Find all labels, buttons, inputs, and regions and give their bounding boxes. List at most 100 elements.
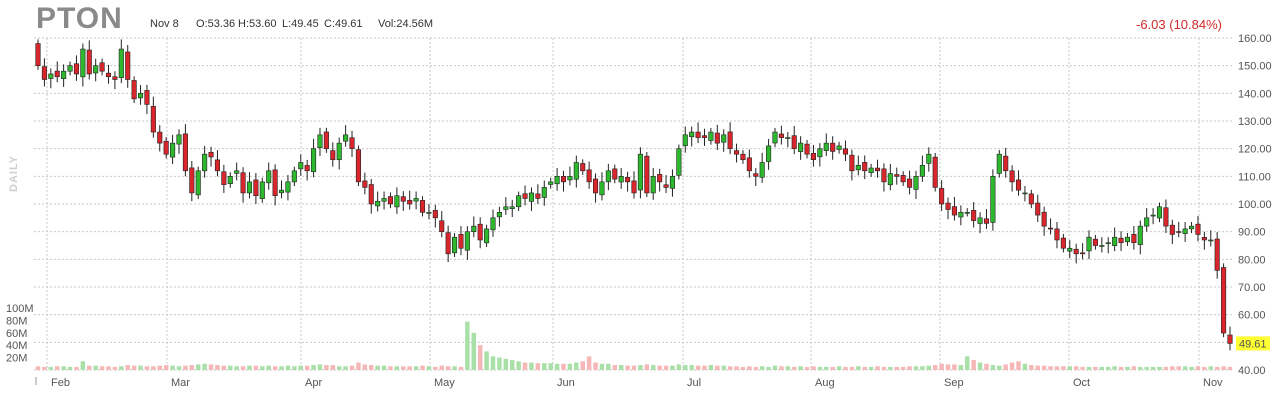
candle-body [1137, 225, 1143, 245]
candle-body [298, 162, 304, 170]
volume-bar [977, 362, 983, 370]
candle-body [644, 155, 650, 194]
volume-bar [215, 365, 220, 370]
candle-body [913, 176, 919, 190]
candle-body [118, 48, 124, 78]
candle-body [804, 143, 810, 155]
candle-body [400, 196, 406, 202]
volume-bar [952, 364, 957, 370]
candle-body [733, 150, 740, 155]
volume-bar [458, 366, 464, 370]
volume-bar [638, 365, 643, 370]
volume-bar [548, 363, 553, 370]
candle-body [951, 206, 957, 216]
candle-body [1156, 206, 1163, 219]
volume-bar [131, 365, 137, 370]
volume-bar [836, 366, 842, 370]
candle-body [1118, 237, 1124, 244]
candle-body [41, 66, 47, 80]
volume-bar [119, 366, 124, 370]
candle-body [375, 200, 381, 207]
candle-body [753, 173, 759, 177]
x-tick-label: Nov [1203, 377, 1223, 389]
candle-body [234, 170, 240, 174]
candle-body [278, 189, 285, 194]
candle-body [503, 206, 509, 210]
volume-bar [843, 366, 848, 370]
volume-bar [542, 363, 547, 370]
volume-bar [894, 366, 899, 370]
candle-body [311, 148, 317, 173]
candle-body [560, 176, 567, 183]
volume-bar [881, 366, 887, 370]
candle-body [1112, 236, 1118, 246]
volume-bar [330, 365, 336, 370]
candle-body [1086, 236, 1092, 252]
candle-body [1144, 217, 1150, 227]
candle-body [631, 180, 637, 194]
candle-body [721, 134, 727, 143]
last-price-badge [1236, 336, 1270, 351]
candle-body [368, 184, 374, 205]
volume-bar [606, 363, 611, 370]
candle-body [1015, 179, 1022, 191]
volume-bar [1061, 366, 1066, 370]
volume-bar [54, 366, 60, 370]
volume-bar [292, 366, 297, 370]
y-tick-label: 70.00 [1238, 282, 1266, 294]
volume-bar [1048, 366, 1053, 370]
candle-body [971, 210, 977, 221]
candle-body [349, 137, 355, 149]
candle-body [714, 132, 720, 144]
candle-body [362, 180, 368, 188]
volume-bar [644, 364, 650, 370]
candle-body [746, 157, 752, 172]
candle-body [484, 228, 490, 244]
volume-bar [1131, 366, 1137, 370]
volume-bar [1189, 366, 1194, 370]
volume-bar [272, 366, 278, 370]
candle-body [996, 153, 1002, 174]
candle-body [1214, 238, 1220, 271]
candle-body [554, 176, 560, 185]
ticker-symbol: PTON [36, 2, 123, 35]
volume-bar [87, 365, 92, 370]
volume-bar [452, 366, 457, 370]
price-candles [35, 39, 1233, 351]
volume-bar [93, 365, 98, 370]
volume-bar [913, 366, 919, 370]
volume-bar [785, 366, 791, 370]
candle-body [516, 195, 522, 208]
candle-body [285, 181, 291, 193]
candle-body [1041, 211, 1047, 227]
volume-bar [939, 363, 944, 370]
volume-bar [734, 366, 739, 370]
x-tick-label: Mar [171, 377, 190, 389]
volume-bar [1208, 366, 1214, 370]
candle-body [1035, 202, 1041, 216]
candle-body [868, 167, 874, 174]
volume-bar [420, 365, 425, 370]
candle-body [1105, 242, 1111, 245]
volume-bar [253, 365, 259, 370]
volume-bar [125, 365, 130, 370]
candle-body [458, 233, 464, 249]
candle-body [958, 212, 964, 218]
candle-body [490, 217, 496, 231]
volume-bar [1195, 366, 1201, 370]
candle-body [509, 206, 515, 210]
volume-tick-label: 100M [6, 303, 34, 315]
candle-body [945, 202, 951, 210]
candle-body [35, 43, 41, 66]
volume-bar [503, 358, 509, 370]
volume-bar [631, 365, 637, 370]
candle-body [195, 170, 201, 196]
volume-bar [798, 366, 803, 370]
volume-bar [759, 366, 765, 370]
candle-body [932, 156, 938, 188]
candle-body [593, 178, 599, 194]
candle-body [227, 176, 233, 184]
volume-bar [1138, 366, 1143, 370]
candle-body [907, 178, 913, 188]
